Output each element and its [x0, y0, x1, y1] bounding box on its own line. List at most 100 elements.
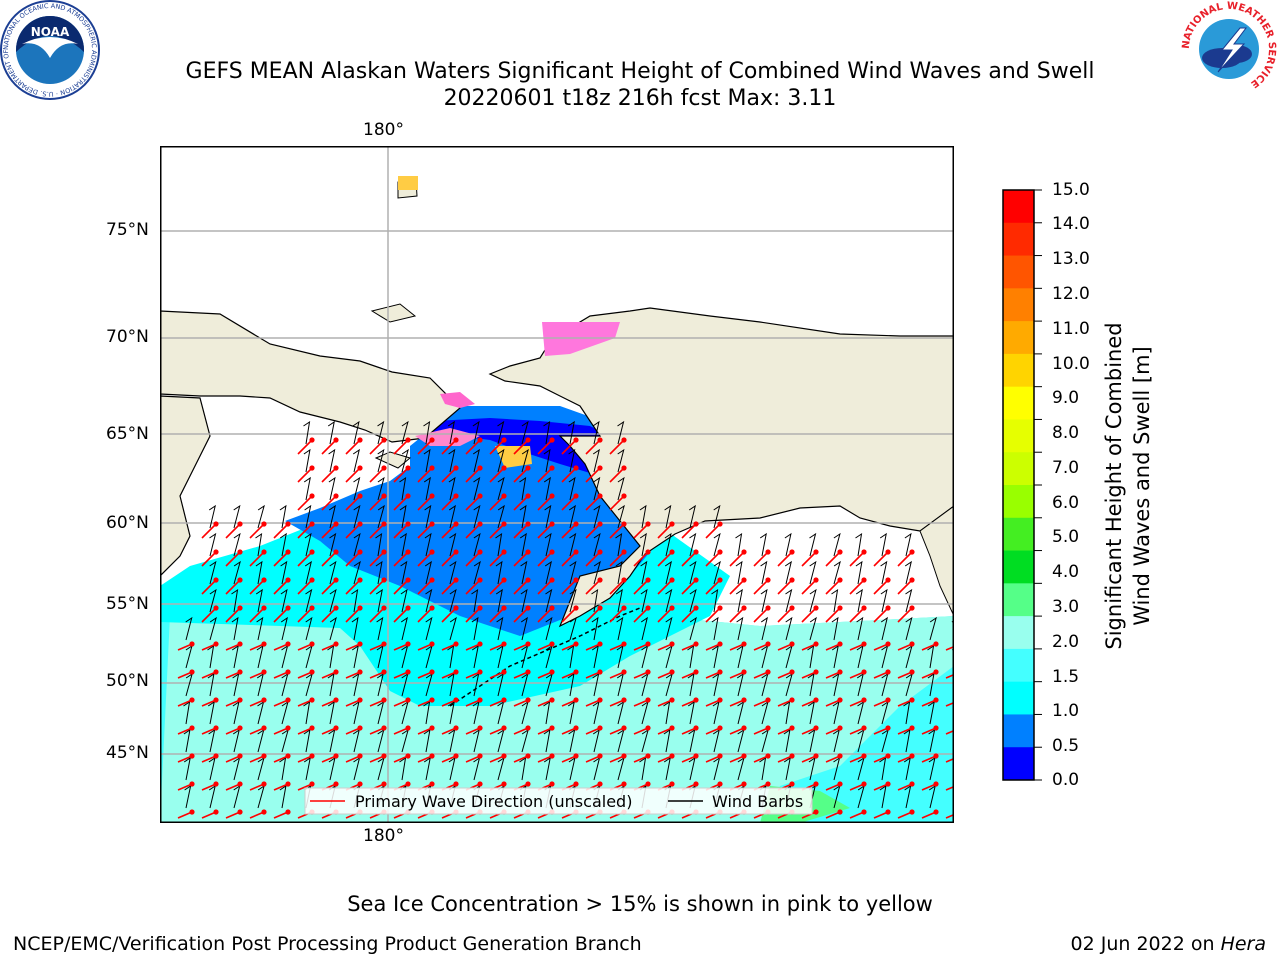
wave-arrow-head	[501, 465, 507, 471]
wave-arrow	[465, 551, 481, 567]
wave-arrow	[585, 523, 601, 539]
wind-barb	[617, 504, 625, 529]
wind-barb	[543, 700, 551, 725]
wave-arrow-head	[357, 697, 363, 703]
wave-arrow-head	[501, 669, 507, 675]
wave-arrow-head	[429, 669, 435, 675]
sea-ice-beaufort	[542, 322, 620, 356]
generation-date-text: 02 Jun 2022 on	[1070, 933, 1221, 955]
wave-arrow-head	[573, 521, 579, 527]
map-legend-box	[304, 787, 813, 815]
wave-arrow-head	[357, 669, 363, 675]
wave-arrow-head	[693, 577, 699, 583]
wind-barb	[689, 532, 697, 557]
sea-ice	[398, 176, 620, 468]
wind-barb	[183, 728, 191, 753]
wave-arrow	[393, 467, 409, 483]
wave-arrow-head	[309, 577, 315, 583]
wave-arrow-head	[453, 697, 459, 703]
wave-arrow-head	[621, 493, 627, 499]
wave-arrow-head	[429, 697, 435, 703]
wind-barb	[351, 616, 359, 641]
wave-arrow-head	[453, 493, 459, 499]
wind-barb	[809, 588, 817, 613]
wave-arrow	[393, 551, 409, 567]
wave-arrow-head	[597, 641, 603, 647]
wind-barb	[327, 672, 335, 697]
wave-arrow-head	[237, 697, 243, 703]
wave-arrow	[777, 579, 793, 595]
wave-arrow-head	[405, 549, 411, 555]
lat-label-75n: 75°N	[106, 220, 149, 240]
wave-arrow-head	[357, 641, 363, 647]
wave-arrow	[561, 495, 577, 511]
org-credit: NCEP/EMC/Verification Post Processing Pr…	[13, 933, 642, 955]
wind-barb	[207, 700, 215, 725]
wind-barb	[401, 420, 409, 445]
wave-arrow-head	[237, 521, 243, 527]
wind-barb	[303, 476, 311, 501]
wave-arrow-head	[405, 669, 411, 675]
wind-barb	[593, 504, 601, 529]
wave-arrow-head	[405, 521, 411, 527]
host-name: Hera	[1220, 933, 1266, 955]
wind-barb	[785, 588, 793, 613]
wave-arrow-head	[309, 697, 315, 703]
wave-arrow	[561, 579, 577, 595]
colorbar-segment	[1003, 747, 1034, 781]
wind-barb	[543, 728, 551, 753]
wave-arrow-head	[621, 781, 627, 787]
wave-arrow	[537, 495, 553, 511]
wave-arrow-head	[213, 725, 219, 731]
wave-arrow-head	[549, 465, 555, 471]
wind-barb	[447, 700, 455, 725]
wind-barb	[377, 476, 385, 501]
wave-arrow-head	[597, 781, 603, 787]
wave-arrow-head	[453, 465, 459, 471]
wave-arrow-head	[309, 725, 315, 731]
wave-arrow-head	[621, 697, 627, 703]
wave-arrow	[753, 607, 769, 623]
wave-arrow	[249, 551, 265, 567]
wave-arrow-head	[525, 605, 531, 611]
wind-barb	[593, 532, 601, 557]
wave-arrow-head	[789, 697, 795, 703]
colorbar-segment	[1003, 419, 1034, 453]
wind-barb	[209, 588, 217, 613]
wave-arrow-head	[909, 577, 915, 583]
wind-barb	[665, 588, 673, 613]
wave-arrow	[297, 607, 313, 623]
wind-barb	[328, 476, 336, 501]
wave-arrow-head	[525, 437, 531, 443]
lat-label-70n: 70°N	[106, 327, 149, 347]
wave-arrow	[417, 439, 433, 455]
wave-arrow-head	[405, 577, 411, 583]
wave-arrow-head	[381, 605, 387, 611]
wind-barb	[279, 504, 287, 529]
wind-barb	[328, 448, 336, 473]
wave-arrow	[849, 551, 865, 567]
noaa-logo: NATIONAL OCEANIC AND ATMOSPHERIC ADMINIS…	[0, 0, 100, 100]
wind-barb	[569, 588, 577, 613]
wind-barb	[713, 532, 721, 557]
wave-arrow-head	[429, 521, 435, 527]
wind-barb	[521, 420, 529, 445]
wind-barb	[209, 560, 217, 585]
wave-arrow-head	[909, 605, 915, 611]
colorbar-segment	[1003, 222, 1034, 257]
wave-arrow-head	[237, 641, 243, 647]
wave-arrow-head	[765, 577, 771, 583]
wave-arrow-head	[861, 809, 867, 815]
wave-arrow-head	[405, 641, 411, 647]
wave-arrow	[201, 579, 217, 595]
wave-arrow	[513, 523, 529, 539]
wind-barb	[616, 616, 624, 641]
wave-arrow-head	[333, 549, 339, 555]
wave-arrow	[729, 551, 745, 567]
wave-arrow-head	[549, 493, 555, 499]
wave-arrow-head	[741, 577, 747, 583]
wave-arrow-head	[549, 669, 555, 675]
wave-arrow-head	[285, 641, 291, 647]
wave-arrow-head	[357, 437, 363, 443]
wave-arrow-head	[501, 781, 507, 787]
